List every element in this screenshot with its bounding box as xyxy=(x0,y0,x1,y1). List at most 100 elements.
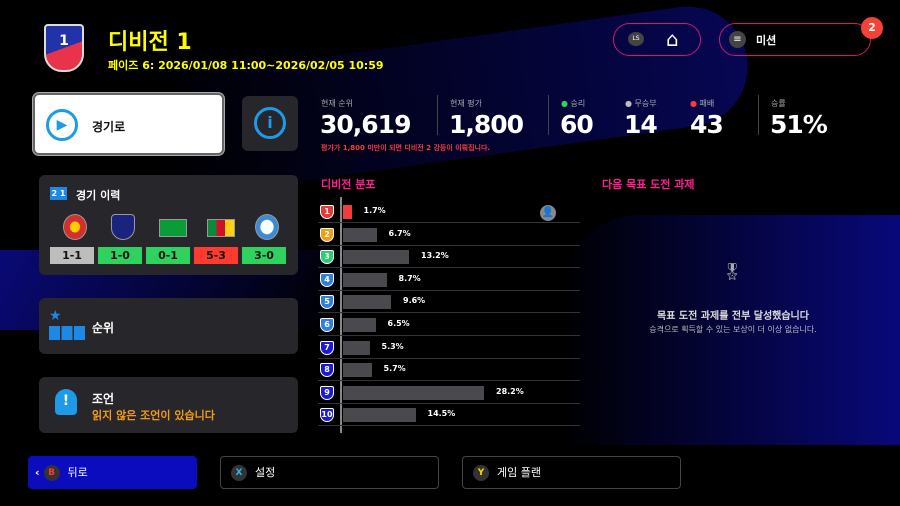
distribution-label: 6.7% xyxy=(388,228,411,238)
ranking-button[interactable]: ★ 순위 xyxy=(39,298,298,354)
brazil-flag xyxy=(159,219,187,237)
play-label: 경기로 xyxy=(92,120,126,134)
division-shield-icon: 9 xyxy=(320,385,334,400)
info-button[interactable]: i xyxy=(242,96,298,151)
history-title: 경기 이력 xyxy=(76,189,121,202)
page-title: 디비전 1 xyxy=(108,30,192,55)
match-score[interactable]: 3-0 xyxy=(242,247,286,264)
distribution-label: 1.7% xyxy=(363,206,386,215)
chart-axis xyxy=(340,197,342,433)
division-shield-icon: 3 xyxy=(320,250,334,265)
division-shield-icon: 2 xyxy=(320,227,334,242)
distribution-row: 6 6.5% xyxy=(318,314,580,336)
distribution-bar xyxy=(343,385,484,400)
mission-button[interactable]: ≡ 미션 xyxy=(719,23,871,56)
phase-dates: 페이즈 6: 2026/01/08 11:00~2026/02/05 10:59 xyxy=(108,59,384,72)
ranking-title: 순위 xyxy=(92,321,115,335)
settings-label: 설정 xyxy=(255,466,276,479)
ls-button[interactable]: LS xyxy=(628,32,644,46)
rank-value: 30,619 xyxy=(320,110,411,139)
distribution-row: 5 9.6% xyxy=(318,291,580,314)
win-label: ● 승리 xyxy=(561,99,586,108)
advice-title: 조언 xyxy=(92,392,115,406)
cameroon-flag xyxy=(207,219,235,237)
distribution-row: 9 28.2% xyxy=(318,382,580,404)
x-button-icon: X xyxy=(231,465,247,481)
distribution-row: 4 8.7% xyxy=(318,269,580,291)
division-shield-icon: 5 xyxy=(320,295,334,310)
goals-sub-text: 승격으로 획득할 수 있는 보상이 더 이상 없습니다. xyxy=(649,325,817,334)
division-shield-icon: 8 xyxy=(320,363,334,378)
match-score[interactable]: 0-1 xyxy=(146,247,190,264)
distribution-bar xyxy=(343,250,409,265)
info-icon: i xyxy=(254,107,286,139)
play-icon: ▶ xyxy=(46,109,78,141)
match-score[interactable]: 1-1 xyxy=(50,247,94,264)
distribution-row: 7 5.3% xyxy=(318,337,580,359)
goals-title: 다음 목표 도전 과제 xyxy=(602,178,695,191)
back-label: 뒤로 xyxy=(67,466,88,479)
calendar-icon: 2 1 xyxy=(50,187,67,200)
distribution-label: 28.2% xyxy=(496,386,524,396)
my-position-avatar-icon: 👤 xyxy=(540,205,556,221)
rating-value: 1,800 xyxy=(449,110,524,139)
distribution-label: 14.5% xyxy=(427,409,456,419)
match-score[interactable]: 5-3 xyxy=(194,247,238,264)
manchester-united-crest xyxy=(63,214,87,240)
play-button[interactable]: ▶ 경기로 xyxy=(33,93,224,155)
distribution-bar xyxy=(343,408,416,423)
mission-badge: 2 xyxy=(861,17,883,39)
distribution-row: 2 6.7% xyxy=(318,224,580,246)
mission-label: 미션 xyxy=(756,34,777,47)
rate-label: 승률 xyxy=(771,99,786,108)
podium-icon: ★ xyxy=(49,308,85,340)
game-plan-label: 게임 플랜 xyxy=(497,466,541,479)
match-score[interactable]: 1-0 xyxy=(98,247,142,264)
relegation-warning: 평가가 1,800 미만이 되면 디비전 2 강등이 이뤄집니다. xyxy=(321,144,491,152)
distribution-label: 8.7% xyxy=(398,273,421,283)
division-shield-icon: 6 xyxy=(320,318,334,332)
goals-complete-text: 목표 도전 과제를 전부 달성했습니다 xyxy=(657,311,809,322)
distribution-bar xyxy=(343,272,387,287)
distribution-row: 10 14.5% xyxy=(318,404,580,427)
distribution-label: 5.3% xyxy=(381,341,404,351)
y-button-icon: Y xyxy=(473,465,489,481)
game-plan-button[interactable]: Y 게임 플랜 xyxy=(462,456,681,489)
settings-button[interactable]: X 설정 xyxy=(220,456,439,489)
distribution-bar xyxy=(343,295,391,310)
lightbulb-icon: ! xyxy=(55,389,77,415)
distribution-label: 5.7% xyxy=(383,364,406,374)
draw-label: ● 무승부 xyxy=(625,99,657,108)
rate-value: 51% xyxy=(770,110,828,139)
home-icon[interactable]: ⌂ xyxy=(666,27,679,51)
distribution-row: 1 1.7% xyxy=(318,201,580,223)
advice-subtitle: 읽지 않은 조언이 있습니다 xyxy=(92,409,215,422)
rab-crest xyxy=(255,214,279,240)
division-shield-icon: 1 xyxy=(320,205,334,219)
distribution-label: 9.6% xyxy=(403,296,426,306)
distribution-bar xyxy=(343,363,372,378)
advice-button[interactable]: ! 조언 읽지 않은 조언이 있습니다 xyxy=(39,377,298,433)
distribution-bar xyxy=(343,318,376,332)
distribution-bar xyxy=(343,227,377,242)
distribution-bar xyxy=(343,340,370,355)
loss-label: ● 패배 xyxy=(690,99,715,108)
draws-value: 14 xyxy=(624,110,658,139)
division-shield-icon: 7 xyxy=(320,340,334,355)
division-logo: 1 xyxy=(44,24,84,72)
distribution-title: 디비전 분포 xyxy=(321,178,376,191)
wins-value: 60 xyxy=(560,110,594,139)
losses-value: 43 xyxy=(690,110,724,139)
distribution-label: 6.5% xyxy=(387,319,410,328)
distribution-row: 8 5.7% xyxy=(318,359,580,382)
division-shield-icon: 4 xyxy=(320,272,334,287)
rating-label: 현재 평가 xyxy=(450,99,482,108)
boca-juniors-crest xyxy=(111,214,135,240)
b-button-icon: B xyxy=(43,465,60,481)
medal-icon: 🎖 xyxy=(722,262,743,281)
rank-label: 현재 순위 xyxy=(321,99,353,108)
back-button[interactable]: ‹ B 뒤로 xyxy=(28,456,197,489)
menu-icon: ≡ xyxy=(729,31,746,48)
distribution-row: 3 13.2% xyxy=(318,246,580,269)
division-shield-icon: 10 xyxy=(320,408,334,423)
